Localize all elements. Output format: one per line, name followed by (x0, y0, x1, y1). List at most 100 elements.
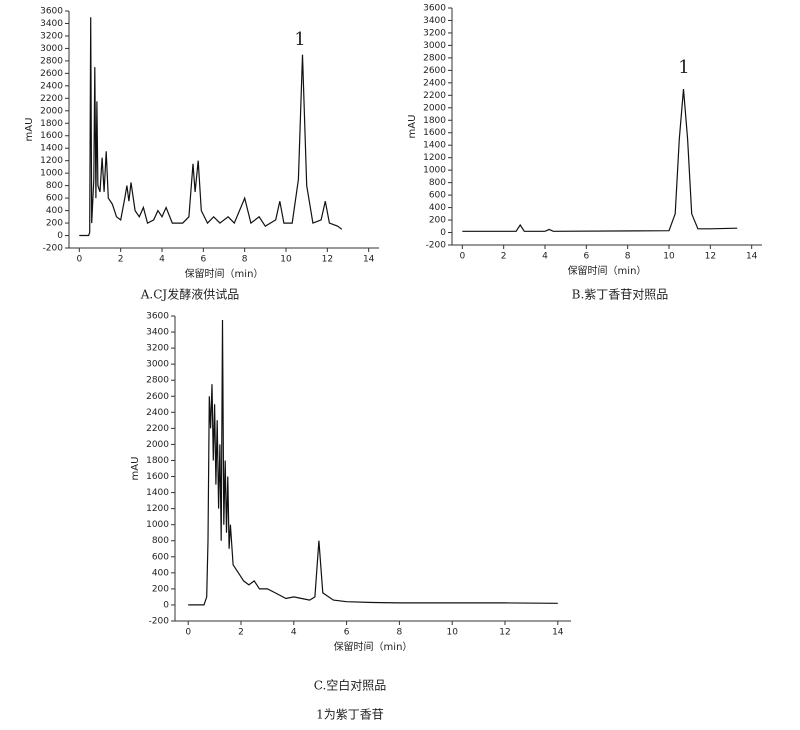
y-tick-label: 2200 (423, 91, 446, 101)
y-tick-label: 1200 (423, 153, 446, 163)
x-tick-label: 4 (542, 252, 548, 262)
x-tick-label: 4 (291, 628, 297, 638)
y-tick-label: 2600 (40, 69, 63, 79)
y-tick-label: 1600 (40, 131, 63, 141)
caption: C.空白对照品 (314, 678, 387, 693)
y-tick-label: 3000 (40, 44, 63, 54)
y-tick-label: 1000 (423, 166, 446, 176)
y-tick-label: 0 (57, 231, 63, 241)
y-tick-label: 1800 (40, 119, 63, 129)
x-tick-label: 8 (625, 252, 631, 262)
y-tick-label: 1400 (423, 141, 446, 151)
y-tick-label: 600 (152, 552, 169, 562)
y-tick-label: 2400 (423, 78, 446, 88)
y-tick-label: 1200 (40, 156, 63, 166)
y-tick-label: 0 (163, 600, 169, 610)
y-tick-label: 2000 (40, 106, 63, 116)
y-tick-label: 800 (46, 181, 63, 191)
x-tick-label: 0 (76, 255, 82, 265)
x-tick-label: 8 (242, 255, 248, 265)
y-tick-label: 1200 (146, 504, 169, 514)
x-tick-label: 12 (322, 255, 333, 265)
y-tick-label: -200 (43, 244, 64, 254)
y-tick-label: 1800 (423, 116, 446, 126)
y-tick-label: 1000 (146, 520, 169, 530)
y-tick-label: 600 (429, 191, 446, 201)
x-tick-label: 2 (118, 255, 124, 265)
trace (188, 319, 558, 606)
y-tick-label: 2200 (40, 94, 63, 104)
y-tick-label: 2000 (146, 440, 169, 450)
y-axis-label: mAU (407, 115, 418, 139)
x-tick-label: 0 (459, 252, 465, 262)
y-tick-label: 400 (152, 568, 169, 578)
y-tick-label: 0 (440, 228, 446, 238)
trace (462, 89, 738, 232)
x-tick-label: 10 (663, 252, 675, 262)
y-tick-label: 200 (429, 216, 446, 226)
x-tick-label: 2 (238, 628, 244, 638)
y-tick-label: 1400 (146, 488, 169, 498)
y-tick-label: 3200 (423, 28, 446, 38)
y-axis-label: mAU (24, 118, 35, 142)
y-tick-label: 3600 (40, 7, 63, 17)
x-tick-label: 4 (159, 255, 165, 265)
x-tick-label: 0 (185, 628, 191, 638)
y-axis-label: mAU (130, 457, 141, 481)
x-tick-label: 10 (280, 255, 292, 265)
x-tick-label: 10 (446, 628, 458, 638)
x-axis-label: 保留时间（min） (185, 267, 264, 280)
y-tick-label: 800 (429, 178, 446, 188)
y-tick-label: 200 (46, 219, 63, 229)
y-tick-label: 3200 (40, 31, 63, 41)
x-tick-label: 12 (499, 628, 510, 638)
y-tick-label: 600 (46, 194, 63, 204)
y-tick-label: 3600 (423, 4, 446, 14)
y-tick-label: 2000 (423, 103, 446, 113)
y-tick-label: 2600 (423, 66, 446, 76)
y-tick-label: 1800 (146, 456, 169, 466)
peak-label: 1 (294, 29, 305, 50)
y-tick-label: 2400 (40, 81, 63, 91)
y-tick-label: 3400 (423, 16, 446, 26)
x-tick-label: 6 (344, 628, 350, 638)
y-tick-label: 2200 (146, 424, 169, 434)
x-tick-label: 14 (746, 252, 758, 262)
peak-label: 1 (678, 57, 689, 78)
y-tick-label: 1000 (40, 169, 63, 179)
y-tick-label: 3400 (40, 19, 63, 29)
y-tick-label: 2600 (146, 392, 169, 402)
y-tick-label: 400 (46, 206, 63, 216)
y-tick-label: 1400 (40, 144, 63, 154)
y-tick-label: 400 (429, 203, 446, 213)
y-tick-label: 800 (152, 536, 169, 546)
x-tick-label: 6 (583, 252, 589, 262)
y-tick-label: 200 (152, 584, 169, 594)
note: 1为紫丁香苷 (316, 708, 384, 722)
y-tick-label: 2800 (40, 56, 63, 66)
x-tick-label: 2 (501, 252, 507, 262)
y-tick-label: 3200 (146, 344, 169, 354)
y-tick-label: 3000 (146, 360, 169, 370)
y-tick-label: 2800 (146, 376, 169, 386)
y-tick-label: 1600 (423, 128, 446, 138)
caption: B.紫丁香苷对照品 (572, 288, 669, 302)
y-tick-label: 3000 (423, 41, 446, 51)
y-tick-label: 3400 (146, 328, 169, 338)
x-tick-label: 14 (363, 255, 375, 265)
caption: A.CJ发酵液供试品 (140, 287, 239, 302)
y-tick-label: 1600 (146, 472, 169, 482)
x-tick-label: 14 (552, 628, 564, 638)
x-axis-label: 保留时间（min） (334, 640, 413, 653)
y-tick-label: 2400 (146, 408, 169, 418)
y-tick-label: -200 (426, 241, 447, 251)
trace (79, 17, 343, 237)
x-axis-label: 保留时间（min） (568, 264, 647, 277)
x-tick-label: 8 (397, 628, 403, 638)
y-tick-label: -200 (149, 617, 170, 627)
x-tick-label: 12 (705, 252, 716, 262)
y-tick-label: 3600 (146, 312, 169, 322)
x-tick-label: 6 (200, 255, 206, 265)
y-tick-label: 2800 (423, 53, 446, 63)
